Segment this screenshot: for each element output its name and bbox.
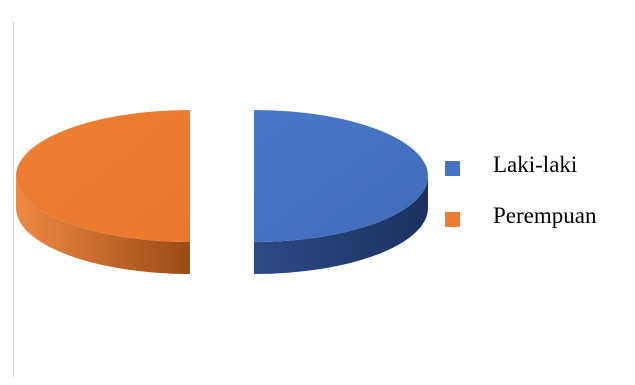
pie-slice-top-perempuan bbox=[16, 110, 190, 242]
legend-item-perempuan: Perempuan bbox=[445, 203, 596, 229]
legend-item-laki-laki: Laki-laki bbox=[445, 152, 596, 178]
pie-slice-side-perempuan bbox=[16, 176, 190, 274]
pie-slice-side-laki-laki bbox=[254, 176, 428, 274]
legend-swatch-perempuan bbox=[445, 211, 460, 227]
legend: Laki-laki Perempuan bbox=[445, 152, 596, 254]
pie-slice-top-laki-laki bbox=[254, 110, 428, 242]
legend-label-perempuan: Perempuan bbox=[493, 203, 597, 228]
legend-swatch-laki-laki bbox=[445, 160, 460, 176]
chart-border bbox=[13, 22, 14, 377]
pie-slice-laki-laki bbox=[254, 110, 428, 274]
pie-slice-perempuan bbox=[16, 110, 190, 274]
legend-label-laki-laki: Laki-laki bbox=[493, 152, 578, 177]
